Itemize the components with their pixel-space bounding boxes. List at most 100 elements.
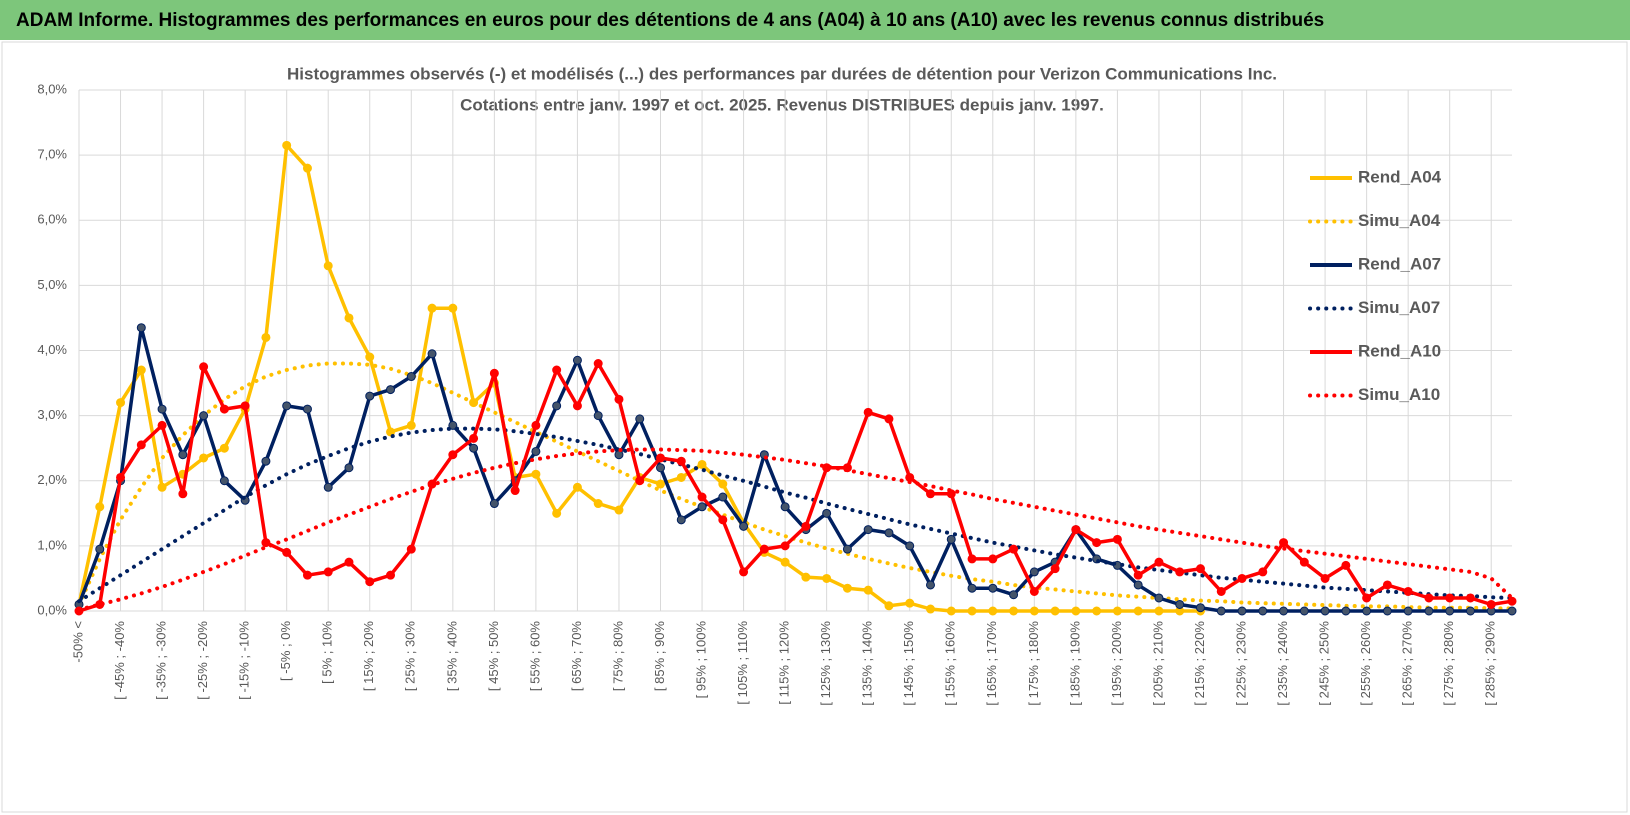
point: [469, 433, 479, 443]
point: [863, 407, 873, 417]
point: [572, 482, 582, 492]
point: [282, 547, 292, 557]
x-tick-label: [ 245% ; 250%: [1317, 621, 1332, 706]
x-tick-label: [ 55% ; 60%: [527, 621, 542, 692]
chart-frame: [1, 41, 1628, 813]
point: [1279, 606, 1289, 616]
x-tick-label: [ 145% ; 150%: [901, 621, 916, 706]
point: [614, 450, 624, 460]
point: [531, 469, 541, 479]
point: [1112, 534, 1122, 544]
point: [925, 604, 935, 614]
point: [1299, 606, 1309, 616]
point: [365, 577, 375, 587]
point: [1445, 593, 1455, 603]
point: [1009, 590, 1019, 600]
point: [1050, 564, 1060, 574]
x-tick-label: [ 205% ; 210%: [1150, 621, 1165, 706]
legend-label: Rend_A10: [1358, 341, 1441, 360]
point: [1465, 606, 1475, 616]
point: [386, 570, 396, 580]
point: [1092, 606, 1102, 616]
point: [1341, 560, 1351, 570]
point: [344, 557, 354, 567]
point: [801, 521, 811, 531]
point: [718, 479, 728, 489]
point: [593, 411, 603, 421]
point: [925, 489, 935, 499]
point: [1403, 606, 1413, 616]
point: [323, 482, 333, 492]
point: [1050, 606, 1060, 616]
point: [1258, 567, 1268, 577]
point: [1424, 593, 1434, 603]
point: [656, 479, 666, 489]
series-line: [77, 361, 1514, 611]
point: [365, 391, 375, 401]
point: [323, 261, 333, 271]
point: [822, 573, 832, 583]
point: [1320, 606, 1330, 616]
point: [1133, 606, 1143, 616]
point: [1465, 593, 1475, 603]
header-title: ADAM Informe. Histogrammes des performan…: [16, 10, 1324, 31]
point: [884, 528, 894, 538]
point: [1258, 606, 1268, 616]
point: [386, 427, 396, 437]
point: [240, 401, 250, 411]
point: [676, 456, 686, 466]
y-tick-label: 7,0%: [37, 147, 67, 162]
point: [282, 401, 292, 411]
point: [1112, 606, 1122, 616]
point: [1279, 538, 1289, 548]
point: [427, 349, 437, 359]
point: [469, 443, 479, 453]
point: [842, 583, 852, 593]
x-tick-label: [ 195% ; 200%: [1109, 621, 1124, 706]
y-tick-label: 6,0%: [37, 212, 67, 227]
point: [1071, 606, 1081, 616]
x-tick-label: [ 115% ; 120%: [777, 621, 792, 705]
y-tick-label: 4,0%: [37, 342, 67, 357]
legend-label: Simu_A07: [1358, 298, 1440, 317]
point: [199, 453, 209, 463]
point: [697, 459, 707, 469]
point: [988, 606, 998, 616]
point: [448, 450, 458, 460]
point: [448, 303, 458, 313]
point: [386, 385, 396, 395]
point: [1133, 570, 1143, 580]
point: [863, 585, 873, 595]
point: [116, 472, 126, 482]
point: [510, 486, 520, 496]
point: [157, 404, 167, 414]
point: [1175, 599, 1185, 609]
chart-title: Histogrammes observés (-) et modélisés (…: [287, 64, 1277, 83]
point: [406, 544, 416, 554]
series-line: [78, 361, 1513, 613]
point: [739, 567, 749, 577]
point: [884, 601, 894, 611]
point: [967, 583, 977, 593]
point: [1071, 525, 1081, 535]
point: [946, 606, 956, 616]
x-tick-label: [ 235% ; 240%: [1275, 621, 1290, 706]
point: [656, 463, 666, 473]
point: [157, 420, 167, 430]
legend-label: Rend_A04: [1358, 167, 1442, 186]
x-tick-label: -50% <: [70, 621, 85, 663]
point: [1341, 606, 1351, 616]
x-tick-label: [ 185% ; 190%: [1067, 621, 1082, 706]
y-tick-label: 2,0%: [37, 472, 67, 487]
point: [718, 515, 728, 525]
series-line: [77, 325, 1512, 613]
point: [302, 404, 312, 414]
point: [1195, 603, 1205, 613]
point: [157, 482, 167, 492]
x-tick-label: [ 215% ; 220%: [1192, 621, 1207, 706]
y-tick-label: 0,0%: [37, 602, 67, 617]
point: [1237, 606, 1247, 616]
x-tick-label: [ 75% ; 80%: [610, 621, 625, 692]
point: [116, 398, 126, 408]
point: [988, 583, 998, 593]
